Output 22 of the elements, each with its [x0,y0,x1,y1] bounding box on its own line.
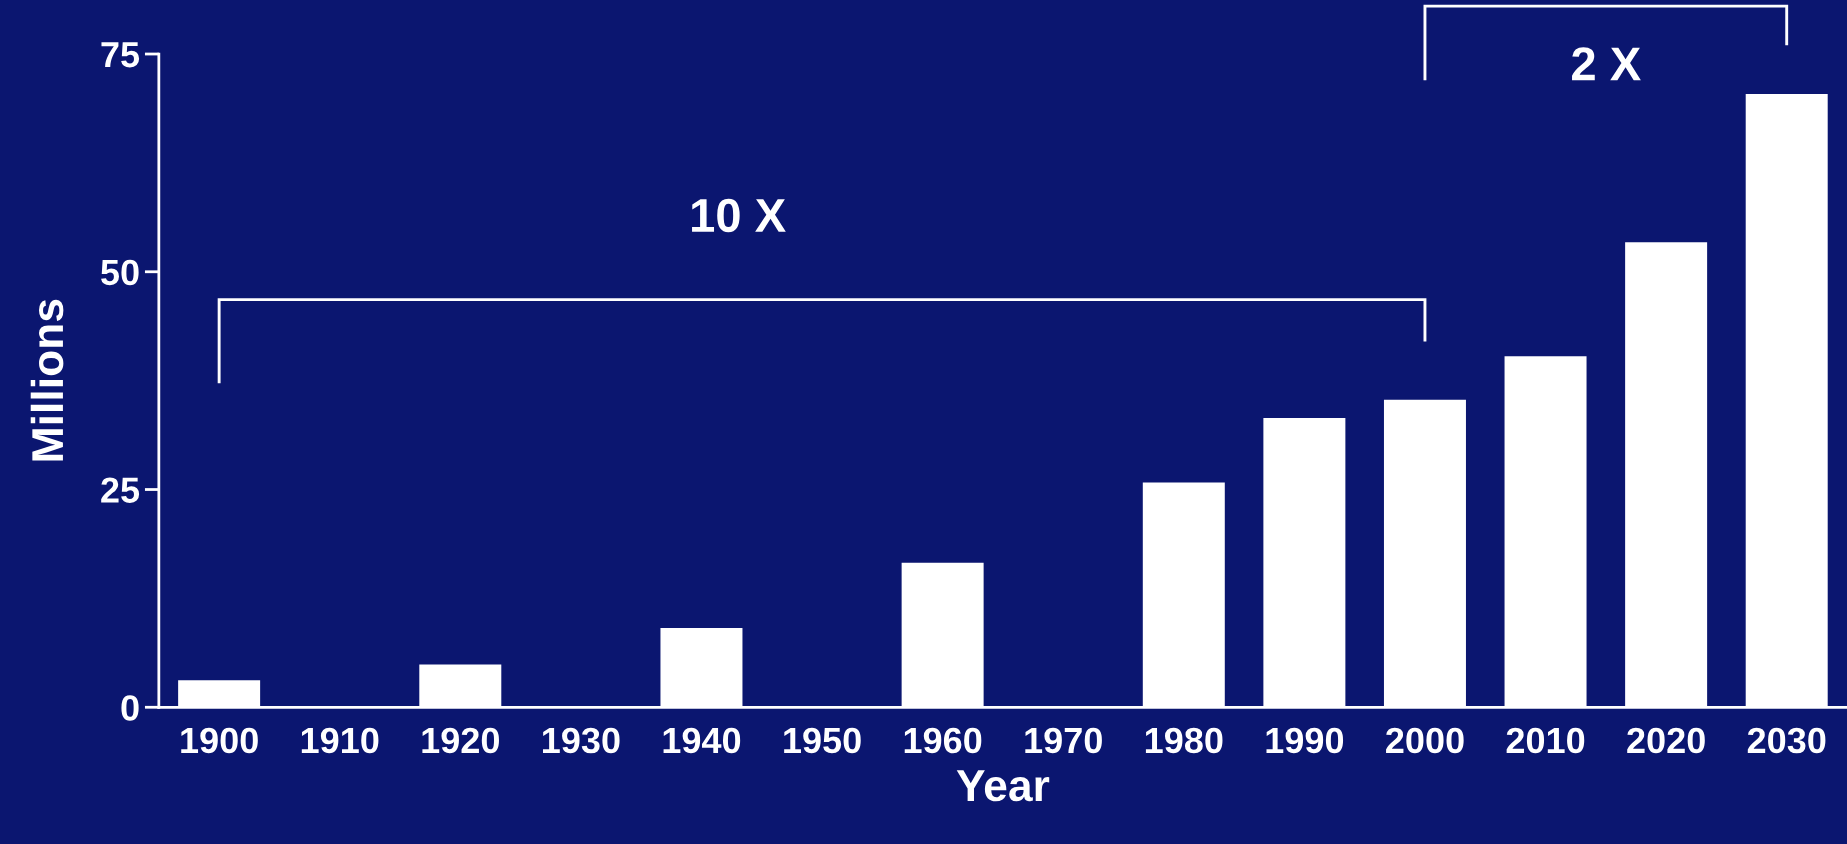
x-tick-label: 1960 [904,727,982,754]
x-tick-label: 1930 [542,727,620,754]
x-tick-label: 1900 [181,727,258,754]
x-tick-label: 1990 [1266,727,1344,754]
y-axis-title: Millions [30,299,64,461]
x-tick-label: 2000 [1386,727,1464,754]
y-tick-label: 0 [121,695,139,721]
annotation: 2 X [1572,47,1641,81]
y-tick-label: 75 [101,42,140,68]
annotation: 10 X [692,198,786,233]
x-tick-label: 2020 [1627,727,1705,754]
x-tick-label: 2010 [1506,727,1585,754]
x-tick-label: 1970 [1025,727,1102,754]
x-tick-label: 1940 [663,727,741,754]
x-tick-label: 1920 [422,727,499,754]
x-tick-label: 2030 [1747,727,1826,754]
x-tick-label: 1910 [301,727,379,754]
y-tick-label: 50 [101,259,139,286]
x-tick-label: 1980 [1145,727,1223,754]
x-tick-label: 1950 [784,727,861,754]
y-tick-label: 25 [101,477,140,503]
x-axis-title: Year [956,770,1050,802]
